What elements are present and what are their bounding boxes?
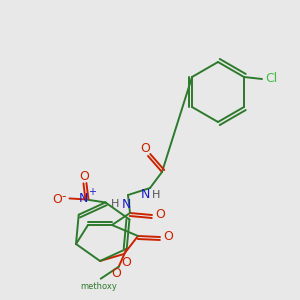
Text: O: O — [121, 256, 131, 269]
Text: O: O — [111, 267, 121, 280]
Text: N: N — [79, 192, 88, 205]
Text: N: N — [121, 197, 131, 211]
Text: O: O — [155, 208, 165, 221]
Text: -: - — [61, 190, 66, 203]
Text: O: O — [140, 142, 150, 155]
Text: methoxy: methoxy — [80, 282, 117, 291]
Text: +: + — [88, 188, 96, 197]
Text: O: O — [52, 193, 62, 206]
Text: O: O — [163, 230, 173, 244]
Text: O: O — [80, 170, 89, 183]
Text: N: N — [140, 188, 150, 202]
Text: Cl: Cl — [265, 73, 277, 85]
Text: H: H — [111, 199, 119, 209]
Text: H: H — [152, 190, 160, 200]
